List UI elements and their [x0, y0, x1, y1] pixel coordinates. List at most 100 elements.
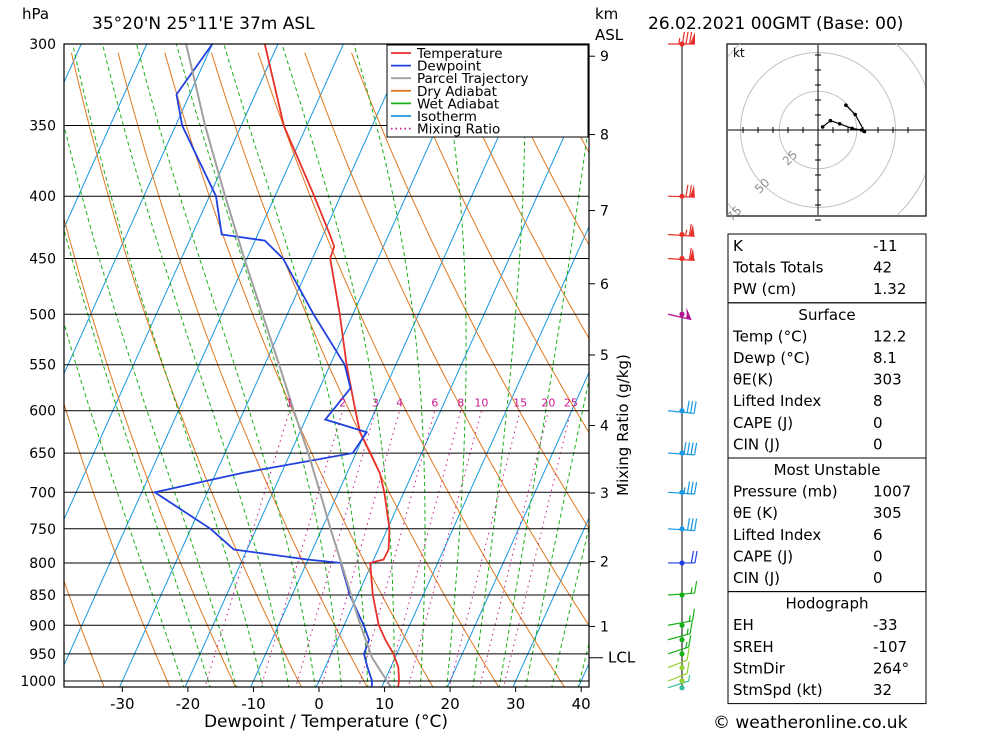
mixing-ratio-labels: 1 2 3 4 6 8 10 15 20 25 [286, 397, 578, 410]
pressure-tick-label: 350 [29, 119, 56, 135]
indices-label: Lifted Index [733, 392, 821, 410]
temp-tick-label: -20 [176, 695, 201, 713]
temp-tick-label: 20 [441, 695, 460, 713]
indices-label: StmDir [733, 659, 786, 677]
pressure-tick-label: 600 [29, 404, 56, 420]
wind-barb-flag [689, 31, 693, 45]
wind-barb-half [688, 674, 691, 682]
km-label: km [595, 5, 618, 23]
wind-barb-staff [667, 680, 689, 689]
wind-barb-staff [667, 410, 695, 415]
indices-value: 264° [873, 659, 909, 677]
wind-barb-flag [686, 481, 691, 494]
asl-label: ASL [595, 26, 624, 44]
dry-adiabat-line [117, 52, 368, 687]
wet-adiabat-line [525, 377, 589, 687]
isotherm-line [64, 44, 148, 230]
legend-label: Parcel Trajectory [417, 71, 529, 87]
indices-value: 12.2 [873, 327, 906, 345]
mixing-ratio-label: 20 [541, 397, 555, 410]
dry-adiabat-line [257, 52, 566, 687]
legend-label: Mixing Ratio [417, 122, 500, 138]
wet-adiabat-line [223, 44, 369, 687]
wind-barb-flag [685, 184, 689, 197]
pressure-tick-label: 950 [29, 647, 56, 663]
mixing-ratio-line [260, 410, 344, 687]
mixing-ratio-label: 2 [339, 397, 346, 410]
wind-barb-pennant [689, 224, 695, 237]
mixing-ratio-label: 25 [564, 397, 578, 410]
indices-label: θE (K) [733, 504, 778, 522]
wind-barb-half [688, 615, 691, 622]
indices-label: EH [733, 616, 754, 634]
wet-adiabat-line [281, 44, 395, 687]
legend-label: Temperature [416, 46, 503, 62]
wind-dot [679, 622, 685, 628]
dry-adiabat-line [351, 52, 589, 530]
wind-barb-flag [686, 400, 690, 413]
wind-profile [667, 31, 698, 691]
wind-barb-flag [693, 442, 698, 456]
isotherm-line [250, 44, 541, 687]
km-tick-label: 9 [600, 49, 609, 65]
location-title: 35°20'N 25°11'E 37m ASL [92, 14, 315, 34]
wind-barb-flag [693, 482, 698, 495]
km-tick-label: 8 [600, 128, 609, 144]
mixing-ratio-line [407, 410, 482, 687]
km-tick-label: 4 [600, 419, 609, 435]
hodograph-point [862, 129, 867, 134]
wind-barb-flag [693, 581, 698, 594]
hodograph-point [850, 126, 854, 131]
wind-barb-half [685, 229, 688, 236]
wind-barb-flag [688, 184, 693, 198]
dry-adiabat-line [958, 53, 1000, 689]
x-axis-title: Dewpoint / Temperature (°C) [204, 712, 448, 732]
hodograph-point [853, 112, 857, 117]
isotherm-line [64, 44, 344, 667]
pressure-tick-label: 550 [29, 358, 56, 374]
indices-value: 0 [873, 414, 883, 432]
wind-barb-flag [686, 442, 691, 455]
indices-label: Totals Totals [732, 259, 824, 277]
wind-barb-pennant [689, 248, 695, 261]
indices-label: StmSpd (kt) [733, 681, 823, 699]
wind-barb-flag [681, 31, 685, 45]
wind-barb-pennant [690, 32, 695, 44]
indices-value: 32 [873, 681, 892, 699]
wind-barb-flag [688, 223, 692, 237]
isotherm-line [0, 44, 16, 689]
wind-dot [679, 526, 685, 532]
wind-barb-half [686, 628, 689, 635]
isotherm-line [381, 225, 589, 687]
wind-barb-pennant [689, 185, 695, 198]
legend-box [386, 44, 589, 138]
wind-barb-staff [667, 257, 695, 261]
legend-label: Wet Adiabat [417, 96, 499, 112]
indices-value: 1007 [873, 483, 911, 501]
km-tick-label: 3 [600, 486, 609, 502]
wind-barb-staff [667, 620, 693, 626]
pressure-tick-label: 1000 [20, 674, 56, 690]
wind-barb-flag [691, 608, 696, 621]
wind-barb-flag [688, 247, 692, 261]
wind-barb-flag [689, 621, 693, 634]
wind-barb-staff [667, 233, 695, 237]
dry-adiabat-line [444, 52, 589, 340]
indices-value: 0 [873, 547, 883, 565]
pressure-tick-label: 900 [29, 618, 56, 634]
wind-dot [679, 665, 685, 671]
indices-section-title: Surface [798, 306, 855, 324]
indices-value: 0 [873, 435, 883, 453]
pressure-tick-label: 850 [29, 588, 56, 604]
mixing-ratio-line [503, 410, 572, 687]
wind-barb-staff [667, 452, 695, 456]
wind-barb-staff [667, 633, 691, 641]
hodograph-point [844, 103, 848, 107]
mixing-ratio-label: 10 [474, 397, 488, 410]
hodograph-point [828, 118, 833, 123]
wind-barb-staff [667, 592, 695, 596]
temp-tick-label: 40 [572, 695, 591, 713]
mixing-ratio-label: 15 [513, 397, 527, 410]
wind-barb-flag [690, 442, 694, 455]
